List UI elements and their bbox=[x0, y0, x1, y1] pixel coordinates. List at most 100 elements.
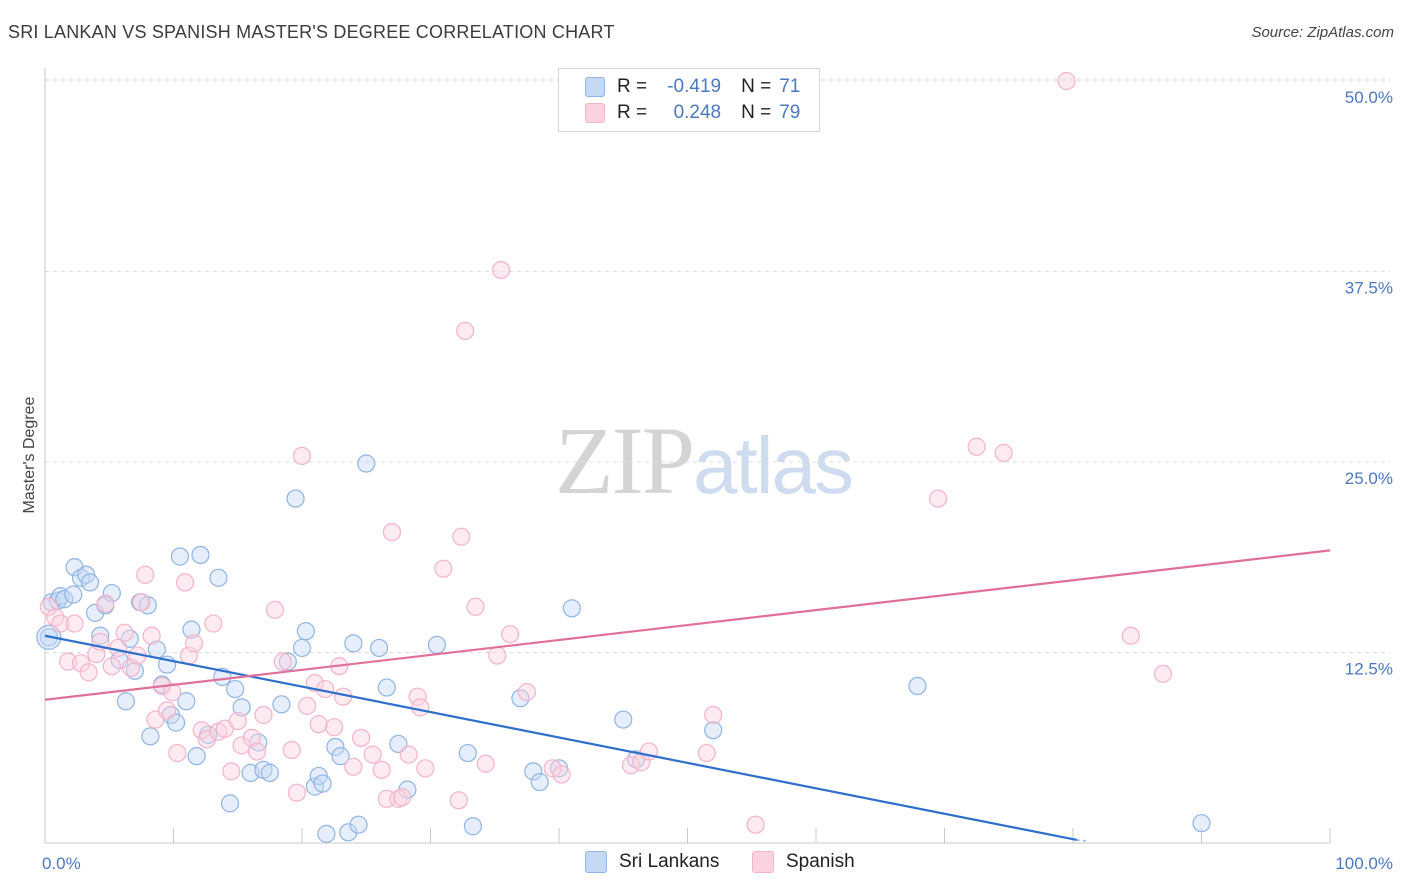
n-value: 71 bbox=[779, 76, 801, 97]
spanish-point bbox=[543, 759, 562, 778]
spanish-point bbox=[175, 573, 195, 592]
sri-lankans-point bbox=[331, 747, 350, 766]
spanish-point bbox=[621, 756, 641, 775]
spanish-point bbox=[399, 745, 418, 764]
y-tick-label: 37.5% bbox=[1345, 279, 1393, 298]
sri-lankans-legend-swatch bbox=[585, 851, 607, 873]
legend-label-sri-lankans: Sri Lankans bbox=[619, 851, 720, 872]
spanish-point bbox=[184, 634, 204, 653]
spanish-point bbox=[1057, 71, 1076, 91]
sri-lankans-swatch bbox=[585, 77, 605, 97]
spanish-point bbox=[746, 815, 765, 834]
spanish-point bbox=[109, 638, 128, 658]
spanish-point bbox=[228, 711, 247, 731]
spanish-point bbox=[232, 736, 251, 755]
r-label: R = bbox=[617, 76, 648, 97]
spanish-point bbox=[393, 788, 412, 807]
sri-lankans-point bbox=[209, 568, 228, 587]
n-label: N = bbox=[741, 102, 772, 123]
sri-lankans-point bbox=[272, 695, 291, 714]
watermark-zip: ZIP bbox=[555, 407, 695, 514]
sri-lankans-point bbox=[116, 692, 136, 711]
sri-lankans-trend-line bbox=[44, 634, 1078, 842]
legend-item-spanish[interactable]: Spanish bbox=[752, 851, 855, 873]
spanish-point bbox=[142, 626, 161, 645]
stats-legend: R = -0.419 N = 71 R = 0.248 N = 79 bbox=[558, 68, 820, 132]
spanish-point bbox=[488, 646, 507, 665]
spanish-point bbox=[39, 597, 58, 616]
r-label: R = bbox=[617, 102, 648, 123]
sri-lankans-point bbox=[166, 713, 186, 732]
sri-lankans-point bbox=[427, 635, 447, 654]
sri-lankans-point bbox=[182, 620, 201, 639]
spanish-point bbox=[282, 740, 301, 760]
y-axis-label: Master's Degree bbox=[21, 396, 38, 513]
x-tick-labels: 0.0% 100.0% bbox=[42, 854, 1393, 873]
sri-lankans-point bbox=[562, 599, 581, 618]
spanish-point bbox=[344, 757, 363, 776]
spanish-point bbox=[168, 743, 187, 763]
spanish-point bbox=[287, 783, 306, 802]
spanish-point bbox=[416, 759, 435, 778]
trend-lines bbox=[44, 549, 1331, 842]
spanish-point bbox=[466, 597, 485, 616]
spanish-point bbox=[132, 593, 151, 612]
sri-lankans-point bbox=[64, 585, 83, 604]
r-value: -0.419 bbox=[667, 76, 722, 97]
watermark-atlas: atlas bbox=[693, 421, 854, 510]
stats-row-sri-lankans: R = -0.419 N = 71 bbox=[585, 75, 800, 99]
sri-lankans-point bbox=[339, 823, 358, 842]
sri-lankans-point bbox=[220, 794, 240, 813]
legend-item-sri-lankans[interactable]: Sri Lankans bbox=[585, 851, 719, 873]
x-axis-ticks bbox=[44, 828, 1331, 843]
spanish-point bbox=[273, 652, 292, 671]
spanish-point bbox=[163, 683, 182, 702]
sri-lankans-trend-extension bbox=[1076, 839, 1089, 842]
spanish-point bbox=[204, 614, 223, 633]
sri-lankans-point bbox=[278, 652, 297, 671]
y-tick-labels: 12.5% 25.0% 37.5% 50.0% bbox=[1345, 88, 1393, 679]
sri-lankans-point bbox=[317, 824, 336, 843]
sri-lankans-point bbox=[908, 676, 927, 696]
sri-lankans-point bbox=[296, 622, 315, 641]
sri-lankans-point bbox=[226, 679, 245, 699]
sri-lankans-point bbox=[260, 763, 279, 782]
spanish-point bbox=[697, 743, 716, 763]
x-tick-label: 0.0% bbox=[42, 854, 81, 873]
spanish-point bbox=[452, 527, 471, 546]
sri-lankans-point bbox=[458, 743, 477, 763]
n-label: N = bbox=[741, 76, 772, 97]
spanish-point bbox=[157, 701, 177, 720]
sri-lankans-point bbox=[286, 489, 305, 508]
sri-lankans-point bbox=[313, 774, 332, 793]
spanish-point bbox=[242, 728, 261, 747]
spanish-point bbox=[928, 489, 948, 508]
spanish-point bbox=[449, 791, 468, 810]
spanish-point bbox=[136, 565, 155, 584]
spanish-point bbox=[411, 698, 430, 717]
spanish-swatch bbox=[585, 103, 605, 123]
sri-lankans-point bbox=[141, 727, 160, 746]
sri-lankans-point bbox=[704, 721, 723, 740]
sri-lankans-point bbox=[530, 772, 549, 792]
sri-lankans-point bbox=[91, 626, 110, 645]
sri-lankans-point bbox=[80, 573, 100, 592]
sri-lankans-point bbox=[292, 638, 312, 658]
sri-lankans-point bbox=[614, 710, 633, 729]
sri-lankans-points bbox=[36, 454, 1211, 843]
spanish-point bbox=[476, 754, 495, 773]
r-value: 0.248 bbox=[673, 102, 722, 123]
sri-lankans-point bbox=[357, 454, 376, 473]
spanish-point bbox=[994, 443, 1013, 462]
chart-title: SRI LANKAN VS SPANISH MASTER'S DEGREE CO… bbox=[8, 22, 615, 42]
spanish-point bbox=[51, 614, 70, 633]
sri-lankans-point bbox=[187, 747, 206, 766]
spanish-point bbox=[704, 705, 723, 725]
spanish-point bbox=[363, 745, 382, 764]
sri-lankans-point bbox=[191, 545, 210, 565]
sri-lankans-point bbox=[326, 737, 345, 757]
x-tick-label: 100.0% bbox=[1335, 854, 1393, 873]
sri-lankans-point bbox=[71, 568, 91, 587]
y-tick-label: 50.0% bbox=[1345, 88, 1393, 107]
